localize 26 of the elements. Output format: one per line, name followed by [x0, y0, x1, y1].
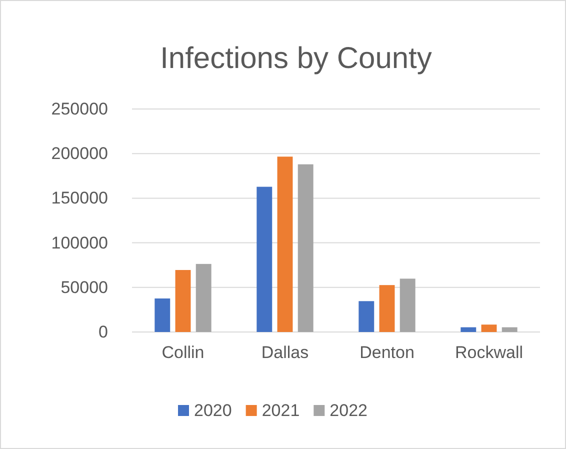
y-tick-label: 0 — [98, 322, 108, 342]
y-tick-label: 200000 — [51, 144, 108, 164]
y-tick-label: 250000 — [51, 99, 108, 118]
bar — [379, 285, 395, 332]
y-tick-label: 100000 — [51, 233, 108, 252]
bar — [400, 278, 416, 332]
x-tick-label: Collin — [162, 343, 204, 362]
bar — [298, 164, 314, 332]
bar — [460, 327, 476, 332]
bar — [481, 324, 497, 332]
y-tick-label: 50000 — [60, 278, 108, 297]
x-tick-label: Rockwall — [454, 343, 524, 362]
bar — [502, 327, 518, 332]
bar — [277, 156, 293, 332]
chart-title: Infections by County — [160, 42, 432, 75]
bar — [256, 186, 272, 332]
legend-label: 2021 — [262, 401, 300, 420]
bar — [358, 301, 374, 332]
legend-label: 2022 — [330, 401, 368, 420]
x-tick-label: Dallas — [261, 343, 309, 362]
y-tick-label: 150000 — [51, 188, 108, 208]
bar — [175, 270, 191, 332]
bar — [196, 264, 212, 332]
legend-label: 2020 — [194, 401, 232, 420]
x-tick-label: Denton — [360, 343, 414, 362]
bar — [154, 298, 170, 332]
